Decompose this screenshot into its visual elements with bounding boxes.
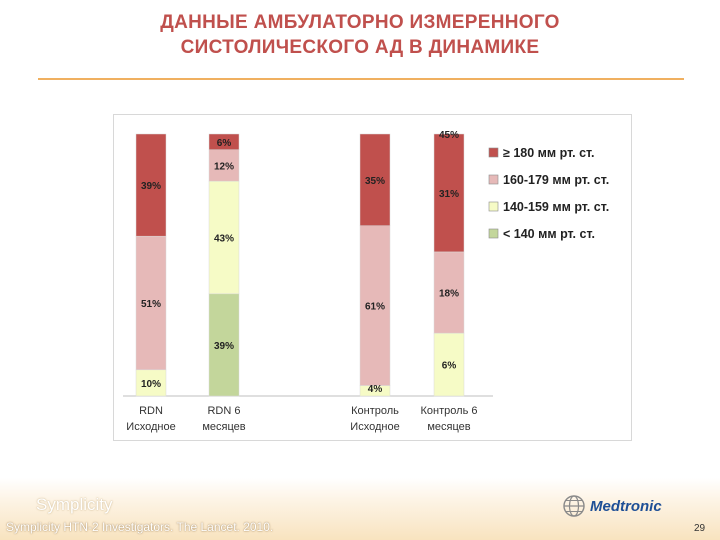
footer-band <box>0 478 720 540</box>
bar-segment <box>433 251 465 334</box>
data-label: 6% <box>442 361 457 372</box>
title-divider <box>38 78 684 80</box>
bar-segment <box>208 133 240 150</box>
bar-segment <box>135 369 167 397</box>
data-label: 35% <box>365 176 385 187</box>
data-label: 6% <box>217 138 232 149</box>
category-label: Исходное <box>350 421 399 433</box>
bar-stack-1 <box>135 133 167 397</box>
bar-segment <box>359 225 391 386</box>
legend-label: ≥ 180 мм рт. ст. <box>503 146 595 160</box>
data-label: 4% <box>368 384 383 395</box>
data-label: 45% <box>439 130 459 141</box>
bar-segment <box>208 293 240 397</box>
data-label: 43% <box>214 233 234 244</box>
globe-icon <box>563 495 585 517</box>
stacked-bar-chart: 10% 51% 39% RDN Исходное 39% 43% 12% 6% RDN 6 меся… <box>123 130 609 433</box>
brand-name: Symplicity <box>36 495 113 514</box>
legend-swatch <box>488 201 499 212</box>
legend: ≥ 180 мм рт. ст. 160-179 мм рт. ст. 140-15… <box>488 146 609 241</box>
data-label: 18% <box>439 289 459 300</box>
data-label: 51% <box>141 299 161 310</box>
bar-segment <box>433 133 465 253</box>
title-line-2: СИСТОЛИЧЕСКОГО АД В ДИНАМИКЕ <box>180 37 540 58</box>
legend-swatch <box>488 174 499 185</box>
category-label: месяцев <box>202 421 245 433</box>
category-label: Контроль 6 <box>421 405 478 417</box>
bar-segment <box>433 332 465 397</box>
logo-text: Medtronic <box>590 497 662 515</box>
data-label: 61% <box>365 302 385 313</box>
bar-segment <box>208 149 240 182</box>
data-label: 31% <box>439 189 459 200</box>
data-label: 12% <box>214 161 234 172</box>
data-label: 39% <box>141 181 161 192</box>
medtronic-logo: Medtronic <box>562 491 662 521</box>
category-label: RDN <box>139 405 163 417</box>
title-line-1: ДАННЫЕ АМБУЛАТОРНО ИЗМЕРЕННОГО <box>160 12 560 33</box>
bar-stack-3 <box>359 133 391 397</box>
category-label: месяцев <box>427 421 470 433</box>
bar-segment <box>208 180 240 295</box>
source-citation: Symplicity HTN-2 Investigators. The Lanc… <box>6 520 274 534</box>
page-number: 29 <box>694 523 706 534</box>
legend-label: 140-159 мм рт. ст. <box>503 200 609 214</box>
data-label: 39% <box>214 341 234 352</box>
bar-segment <box>359 133 391 226</box>
category-label: RDN 6 <box>207 405 240 417</box>
bar-stack-4 <box>433 133 465 397</box>
legend-label: < 140 мм рт. ст. <box>503 227 595 241</box>
category-label: Исходное <box>126 421 175 433</box>
slide-title: ДАННЫЕ АМБУЛАТОРНО ИЗМЕРЕННОГО СИСТОЛИЧЕ… <box>40 10 680 60</box>
legend-swatch <box>488 147 499 158</box>
data-label: 10% <box>141 379 161 390</box>
bar-segment <box>135 133 167 237</box>
legend-swatch <box>488 228 499 239</box>
bar-stack-2 <box>208 133 240 397</box>
category-label: Контроль <box>351 405 399 417</box>
legend-label: 160-179 мм рт. ст. <box>503 173 609 187</box>
